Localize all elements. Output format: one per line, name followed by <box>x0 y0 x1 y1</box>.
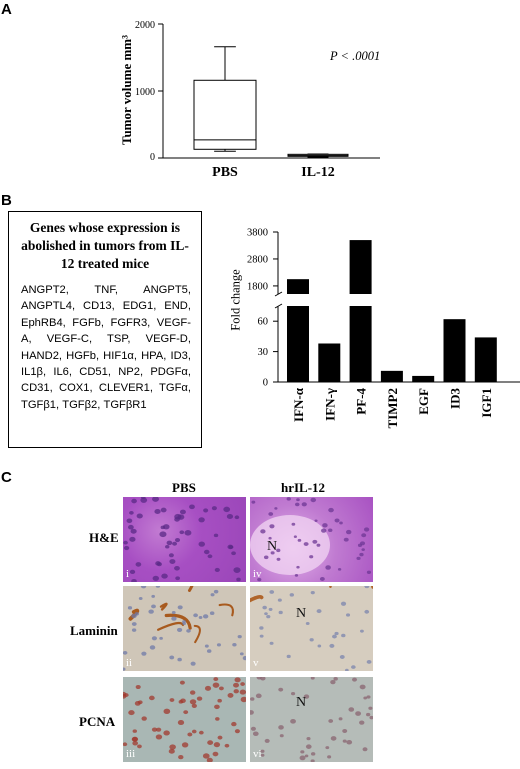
panel-numeral: ii <box>126 657 133 669</box>
box-plot: 2000 1000 0 PBS IL-12 P < .0001 <box>135 20 380 180</box>
y-tick-label: 0 <box>150 152 155 163</box>
col-label-pbs: PBS <box>172 480 196 495</box>
x-category-label: IFN-γ <box>322 388 337 421</box>
x-category-label: PF-4 <box>354 388 369 415</box>
row-label-pcna: PCNA <box>79 714 116 729</box>
panel-b-letter: B <box>1 192 12 209</box>
x-category-label: IGF1 <box>479 388 494 418</box>
micrograph-pcna-pbs: iii <box>123 677 246 762</box>
gene-list: ANGPT2, TNF, ANGPT5, ANGPTL4, CD13, EDG1… <box>21 284 191 411</box>
bar <box>349 240 372 294</box>
panel-numeral: iii <box>126 748 136 760</box>
box <box>193 79 257 150</box>
col-label-hrIL12: hrIL-12 <box>281 480 326 495</box>
bar <box>287 306 309 382</box>
axis-break <box>274 291 283 297</box>
bar <box>380 370 403 382</box>
p-value-annotation: P < .0001 <box>329 49 380 63</box>
x-category-label: EGF <box>416 388 431 415</box>
y-tick-label: 2800 <box>247 254 268 265</box>
gene-list-box: Genes whose expression is abolished in t… <box>8 211 202 448</box>
fold-change-bar-chart: 0 30 60 1800 2800 3800 IFN-α IFN-γ PF-4 TIMP2 EGF… <box>247 228 520 428</box>
y-tick-label: 1000 <box>135 87 155 98</box>
row-label-laminin: Laminin <box>70 623 118 638</box>
x-category-label: PBS <box>212 165 238 180</box>
panel-c-letter: C <box>1 469 12 486</box>
x-category-label: ID3 <box>448 388 463 409</box>
bar <box>474 337 497 382</box>
micrograph-laminin-pbs: ii <box>123 586 246 671</box>
row-label-he: H&E <box>89 530 119 545</box>
panel-numeral: iv <box>253 568 262 580</box>
bar <box>349 306 372 382</box>
axis-break <box>274 303 283 309</box>
bar <box>287 279 309 294</box>
micrograph-pcna-il12: N vi <box>250 677 373 762</box>
bar <box>318 343 341 382</box>
y-tick-label: 2000 <box>135 20 155 31</box>
x-category-label: IFN-α <box>291 387 306 422</box>
y-tick-label: 60 <box>258 317 269 328</box>
panel-a-letter: A <box>1 1 12 18</box>
bar <box>412 375 435 382</box>
micrograph-he-il12: N iv <box>250 497 373 582</box>
necrosis-marker: N <box>267 539 278 554</box>
necrosis-marker: N <box>296 606 307 621</box>
y-tick-label: 30 <box>258 347 269 358</box>
micrograph-laminin-il12: N v <box>250 586 373 671</box>
y-tick-label: 1800 <box>247 281 268 292</box>
y-tick-label: 0 <box>263 378 268 389</box>
bar <box>443 319 466 382</box>
gene-box-title: Genes whose expression is abolished in t… <box>21 220 189 271</box>
panel-numeral: v <box>253 657 259 669</box>
x-category-label: IL-12 <box>301 165 334 180</box>
panel-numeral: i <box>126 568 130 580</box>
necrosis-marker: N <box>296 695 307 710</box>
x-category-label: TIMP2 <box>385 388 400 428</box>
y-tick-label: 3800 <box>247 228 268 239</box>
panel-numeral: vi <box>253 748 262 760</box>
micrograph-he-pbs: i <box>123 497 246 582</box>
